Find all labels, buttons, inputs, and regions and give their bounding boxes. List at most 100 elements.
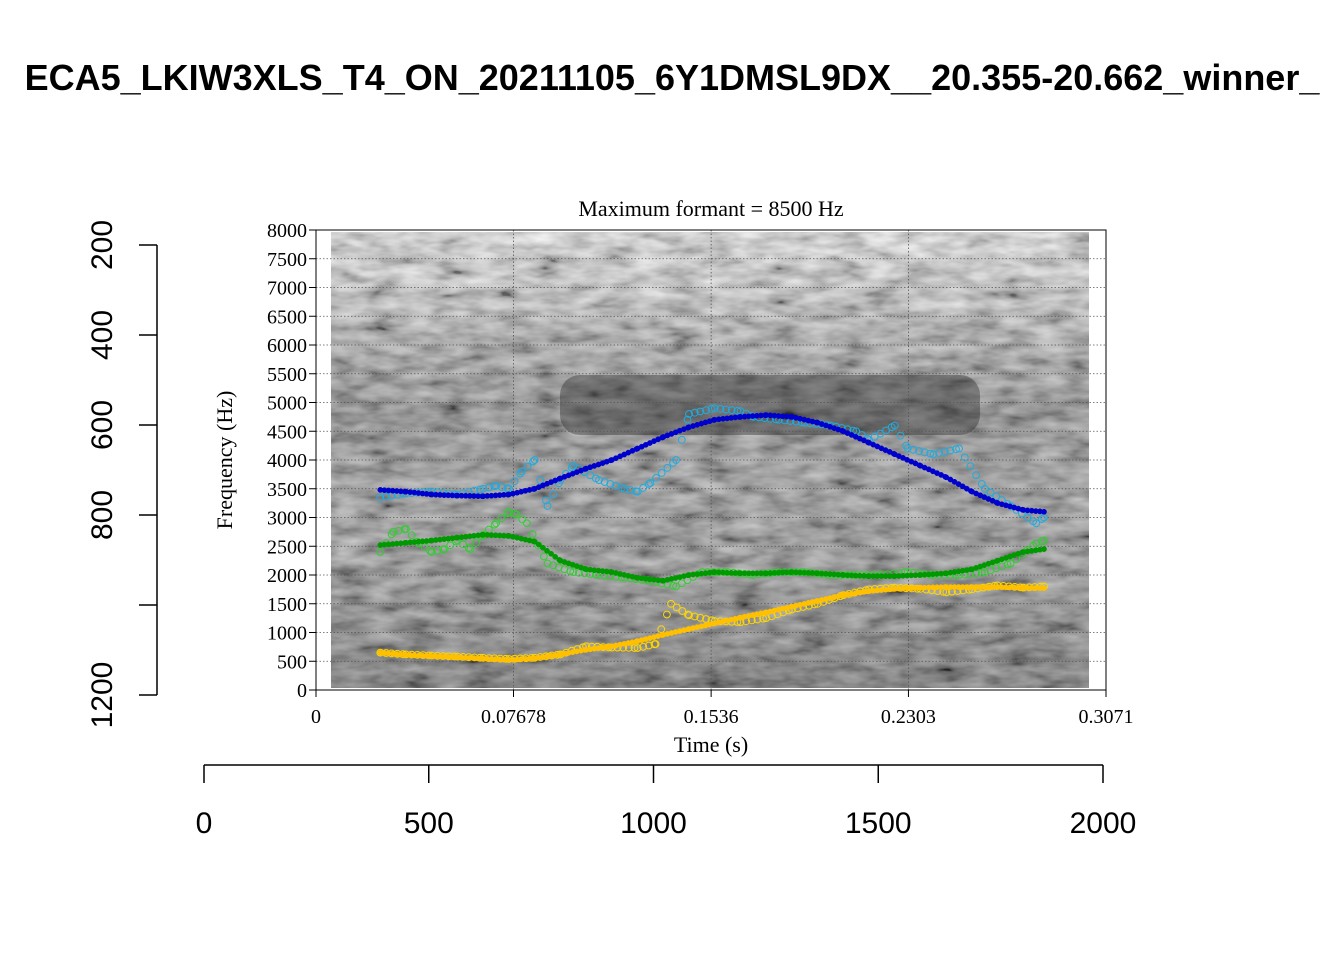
data-point <box>696 407 705 416</box>
data-point <box>1041 508 1047 515</box>
data-point <box>548 550 554 557</box>
data-point <box>492 482 501 490</box>
x-tick-label: 0 <box>311 706 321 728</box>
y-axis-label: Frequency (Hz) <box>212 391 237 530</box>
data-point <box>733 406 742 415</box>
y-tick-label: 6500 <box>267 306 307 328</box>
data-point <box>657 469 666 477</box>
y-tick-label: 4500 <box>267 421 307 443</box>
data-point <box>626 486 635 494</box>
data-point <box>716 405 725 413</box>
x-tick-label: 0.3071 <box>1079 706 1134 728</box>
data-point <box>946 446 955 455</box>
data-point <box>394 526 403 535</box>
data-point <box>540 552 548 561</box>
data-point <box>389 528 398 536</box>
data-point <box>376 493 385 502</box>
data-point <box>651 640 660 648</box>
data-point <box>529 457 537 466</box>
data-point <box>992 492 1001 501</box>
y-tick-label: 5000 <box>267 393 307 415</box>
outer-left-axis: 200 400 600 800 1200 <box>86 220 158 729</box>
data-point <box>497 514 506 523</box>
data-point <box>518 515 527 524</box>
data-point <box>517 467 526 476</box>
data-point <box>1003 560 1012 569</box>
data-point <box>567 463 576 472</box>
outer-left-tick-label: 1200 <box>86 662 119 729</box>
grid <box>315 229 1107 691</box>
formant-tracks <box>376 404 1048 663</box>
y-tick-label: 500 <box>277 651 307 673</box>
data-point <box>980 484 989 493</box>
series-f3-smooth <box>377 412 1047 515</box>
data-point <box>722 405 730 414</box>
data-point <box>1023 513 1032 522</box>
data-point <box>639 642 648 651</box>
outer-left-tick-label: 800 <box>86 490 119 540</box>
y-tick-label: 2500 <box>267 536 307 558</box>
data-point <box>554 563 563 572</box>
outer-left-tick-label: 200 <box>86 220 119 270</box>
data-point <box>915 447 923 455</box>
data-point <box>663 463 672 472</box>
data-point <box>472 538 480 547</box>
data-point <box>639 483 648 492</box>
y-tick-label: 7000 <box>267 278 307 300</box>
data-point <box>672 456 680 464</box>
data-point <box>446 541 455 550</box>
data-point <box>903 444 912 453</box>
data-point <box>909 445 918 454</box>
data-point <box>645 480 653 488</box>
data-point <box>1038 515 1046 523</box>
data-point <box>986 488 995 497</box>
x-tick-label: 0.2303 <box>881 706 936 728</box>
data-point <box>710 404 719 413</box>
data-point <box>997 562 1006 571</box>
data-point <box>663 610 671 619</box>
data-point <box>402 525 410 533</box>
data-point <box>459 540 468 549</box>
data-point <box>543 559 552 568</box>
data-point <box>540 544 546 551</box>
data-point <box>440 545 449 553</box>
data-point <box>672 582 680 591</box>
data-point <box>464 544 473 552</box>
data-point <box>536 476 545 485</box>
data-point <box>542 496 550 505</box>
data-point <box>929 450 938 459</box>
data-point <box>690 408 699 417</box>
data-point <box>497 483 506 492</box>
data-point <box>492 519 501 528</box>
data-point <box>612 481 620 490</box>
data-point <box>1032 519 1041 528</box>
data-point <box>630 644 639 652</box>
y-tick-label: 3500 <box>267 479 307 501</box>
x-tick-label: 0.07678 <box>481 706 546 728</box>
data-point <box>376 548 385 556</box>
data-point <box>940 447 949 456</box>
data-point <box>516 469 525 478</box>
y-tick-label: 1500 <box>267 594 307 616</box>
data-point <box>992 564 1001 573</box>
data-point <box>986 566 995 575</box>
data-point <box>544 547 550 554</box>
data-point <box>876 429 885 438</box>
data-point <box>510 477 519 486</box>
x-axis: 0 0.07678 0.1536 0.2303 0.3071 <box>311 690 1134 728</box>
data-point <box>972 471 980 480</box>
formant-plot: 0 0.07678 0.1536 0.2303 0.3071 0 500 1000 1500 2… <box>212 196 1134 757</box>
y-tick-label: 7500 <box>267 249 307 271</box>
data-point <box>552 553 559 560</box>
data-point <box>543 502 552 510</box>
data-point <box>890 421 899 430</box>
data-point <box>490 520 499 529</box>
data-point <box>549 490 558 499</box>
outer-bottom-tick-label: 1000 <box>620 807 687 840</box>
data-point <box>646 479 655 487</box>
x-tick-label: 0.1536 <box>684 706 739 728</box>
data-point <box>531 538 538 545</box>
y-tick-label: 3000 <box>267 508 307 530</box>
data-point <box>420 543 429 552</box>
data-point <box>685 410 693 418</box>
